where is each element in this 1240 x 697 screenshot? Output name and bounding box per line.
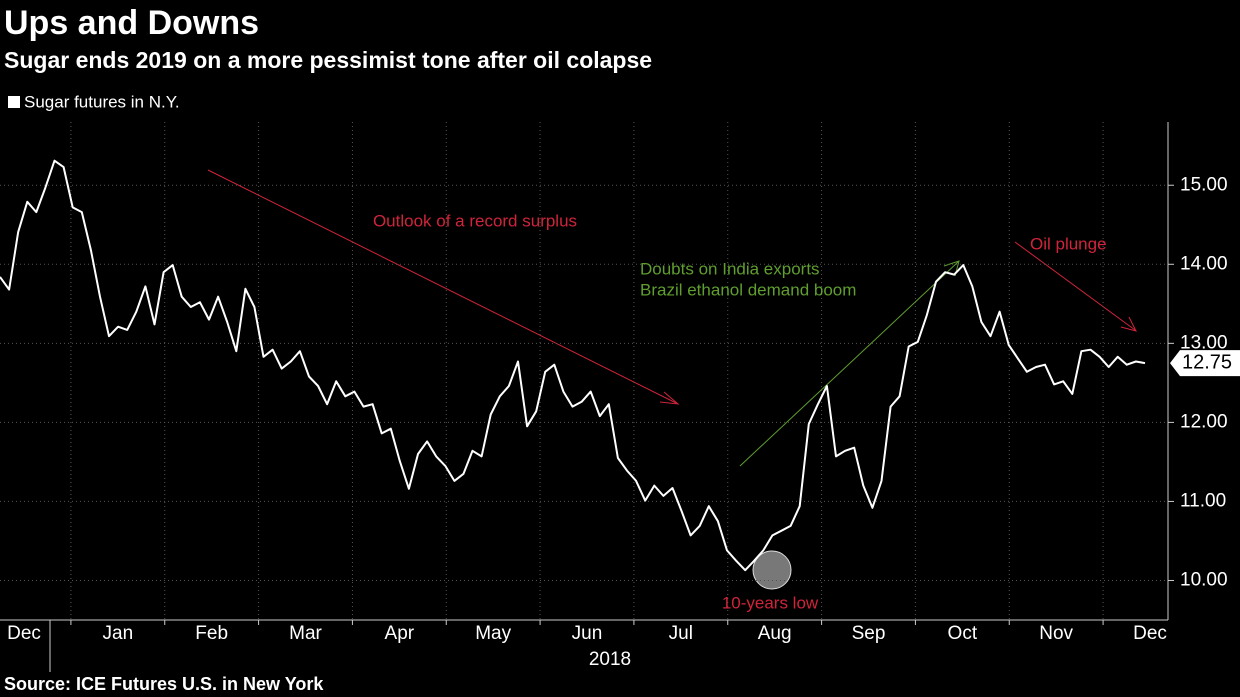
arrowhead [659, 391, 680, 405]
arrow [1014, 241, 1136, 331]
legend-label: Sugar futures in N.Y. [24, 92, 180, 111]
x-tick-label: Nov [1039, 623, 1073, 644]
annotation: Brazil ethanol demand boom [640, 280, 856, 299]
y-tick-label: 15.00 [1180, 174, 1228, 195]
x-tick-label: Jul [669, 623, 693, 644]
y-tick-label: 11.00 [1180, 490, 1226, 511]
y-tick-label: 13.00 [1180, 332, 1228, 353]
arrow [739, 261, 959, 467]
x-tick-label: Jan [103, 623, 134, 644]
x-tick-label: Mar [289, 623, 322, 644]
legend-swatch [8, 96, 20, 108]
annotation-arrows [207, 169, 1137, 590]
x-tick-label: Aug [758, 623, 792, 644]
series-line [0, 159, 1146, 572]
x-tick-label: Oct [948, 623, 978, 644]
year-label: 2018 [589, 649, 631, 670]
chart-title: Ups and Downs [4, 4, 259, 42]
x-tick-label: May [475, 623, 511, 644]
x-tick-label: Jun [572, 623, 603, 644]
source: Source: ICE Futures U.S. in New York [4, 674, 324, 694]
annotation: 10-years low [722, 593, 819, 612]
x-tick-label: Dec [7, 623, 41, 644]
end-value-box [1170, 350, 1240, 377]
annotation: Outlook of a record surplus [373, 211, 577, 230]
y-tick-label: 10.00 [1180, 569, 1228, 590]
x-tick-label: Dec [1133, 623, 1167, 644]
x-tick-label: Sep [852, 623, 886, 644]
arrow [207, 169, 677, 404]
end-value-label: 12.75 [1182, 351, 1232, 373]
arrowhead [1120, 316, 1137, 332]
chart-subtitle: Sugar ends 2019 on a more pessimist tone… [4, 47, 652, 73]
low-highlight [752, 550, 792, 590]
y-tick-label: 14.00 [1180, 253, 1228, 274]
annotation: Oil plunge [1030, 234, 1107, 253]
annotation: Doubts on India exports [640, 259, 820, 278]
y-tick-label: 12.00 [1180, 411, 1228, 432]
x-tick-label: Apr [385, 623, 415, 644]
x-tick-label: Feb [195, 623, 228, 644]
